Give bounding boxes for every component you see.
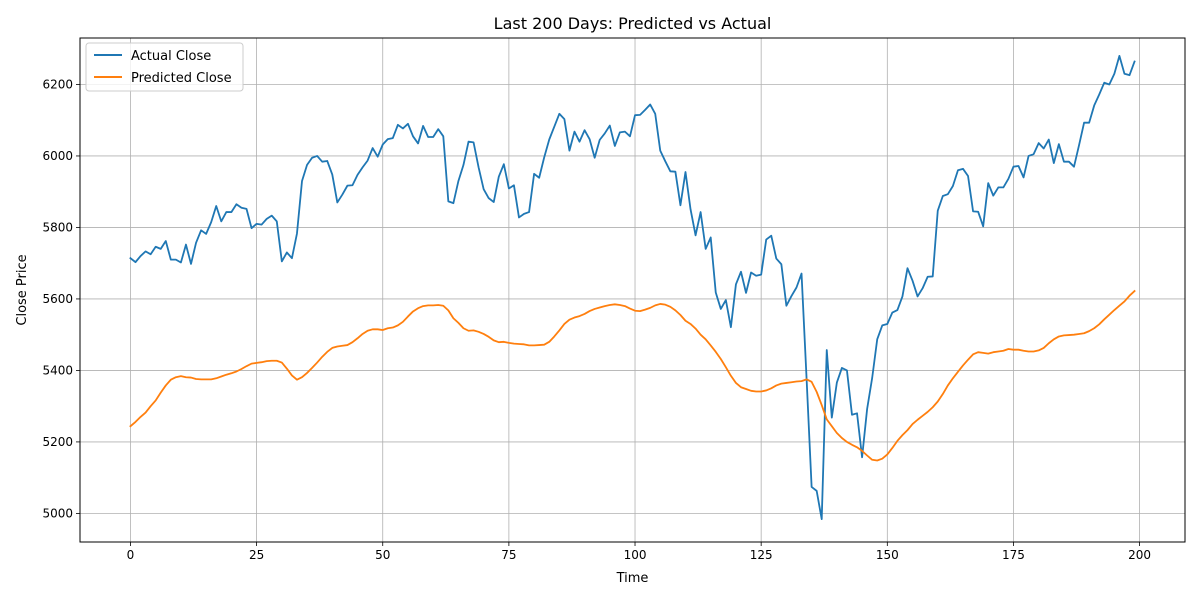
x-tick-label: 125: [750, 548, 773, 562]
legend-box: [85, 42, 244, 92]
x-tick-label: 25: [249, 548, 264, 562]
series-layer: [129, 54, 1136, 521]
legend-label-actual-close: Actual Close: [131, 49, 211, 64]
y-tick-label: 6200: [42, 77, 73, 91]
grid: [80, 38, 1185, 542]
x-tick-label: 100: [624, 548, 647, 562]
plot-frame: [79, 37, 1186, 543]
y-tick-label: 5200: [42, 435, 73, 449]
series-line-predicted-close: [129, 289, 1136, 462]
y-tick-label: 5800: [42, 220, 73, 234]
y-tick-label: 5000: [42, 506, 73, 520]
y-tick-label: 6000: [42, 149, 73, 163]
x-tick-label: 0: [127, 548, 135, 562]
legend: Actual Close Predicted Close: [85, 42, 244, 92]
series-line-actual-close: [129, 54, 1136, 521]
chart-title: Last 200 Days: Predicted vs Actual: [494, 14, 772, 33]
y-axis-title: Close Price: [15, 254, 30, 325]
y-tick-label: 5600: [42, 292, 73, 306]
x-tick-label: 200: [1128, 548, 1151, 562]
x-tick-label: 50: [375, 548, 390, 562]
y-tick-label: 5400: [42, 363, 73, 377]
x-tick-label: 175: [1002, 548, 1025, 562]
x-axis-title: Time: [616, 571, 649, 586]
axis-ticks: 0 25 50 75 100 125 150 175 200 5000 5200 5400 5600 58…: [42, 77, 1151, 562]
x-tick-label: 75: [501, 548, 516, 562]
legend-label-predicted-close: Predicted Close: [131, 71, 232, 86]
x-tick-label: 150: [876, 548, 899, 562]
